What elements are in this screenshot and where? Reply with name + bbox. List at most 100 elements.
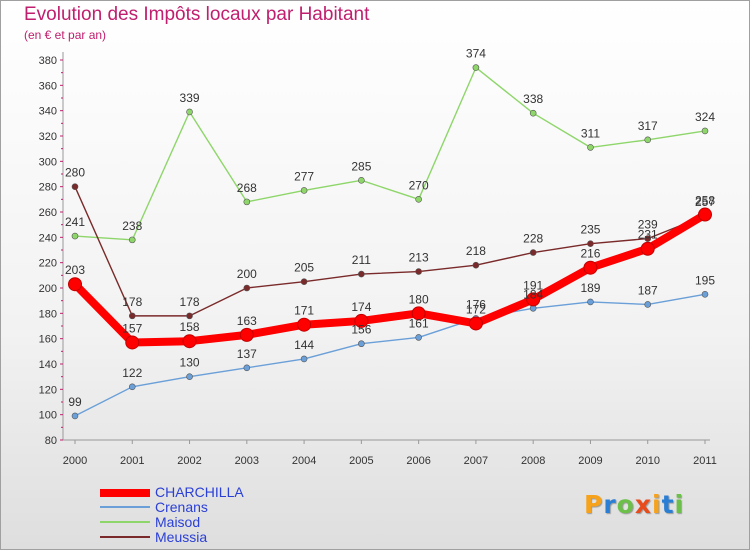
x-tick-label: 2009 <box>578 455 602 467</box>
series-line-maisod <box>74 66 706 241</box>
data-point-charchilla <box>526 292 541 307</box>
data-label-meussia: 235 <box>580 223 600 237</box>
logo-letter: t <box>661 490 675 519</box>
data-point-charchilla <box>640 241 655 256</box>
data-label-meussia: 213 <box>409 251 429 265</box>
data-label-crenans: 156 <box>351 323 371 337</box>
x-tick-label: 2006 <box>406 455 430 467</box>
data-point-crenans <box>358 340 365 348</box>
data-point-meussia <box>358 270 365 278</box>
data-label-crenans: 189 <box>580 281 600 295</box>
data-label-meussia: 218 <box>466 244 486 258</box>
data-label-meussia: 280 <box>65 166 85 180</box>
y-tick-label: 160 <box>39 334 57 346</box>
y-tick-label: 300 <box>39 156 57 168</box>
data-label-maisod: 374 <box>466 47 486 61</box>
y-tick-label: 120 <box>39 384 57 396</box>
data-point-meussia <box>186 312 193 320</box>
y-tick-label: 180 <box>39 308 57 320</box>
y-tick-label: 360 <box>39 80 57 92</box>
x-tick-label: 2004 <box>292 455 316 467</box>
y-tick-label: 140 <box>39 359 57 371</box>
data-label-charchilla: 191 <box>523 278 543 292</box>
data-label-meussia: 239 <box>638 218 658 232</box>
x-tick-label: 2001 <box>120 455 144 467</box>
legend-label-maisod: Maisod <box>155 514 201 530</box>
data-point-meussia <box>128 312 136 320</box>
x-tick-label: 2000 <box>63 455 87 467</box>
data-label-maisod: 339 <box>180 91 200 105</box>
x-tick-label: 2002 <box>177 455 201 467</box>
x-tick-label: 2010 <box>635 455 659 467</box>
series-line-meussia <box>74 185 706 317</box>
series-lines <box>68 64 712 420</box>
data-point-charchilla <box>354 313 369 328</box>
data-point-crenans <box>587 298 594 306</box>
chart-title: Evolution des Impôts locaux par Habitant <box>24 4 370 25</box>
data-point-maisod <box>644 136 652 144</box>
data-point-charchilla <box>468 316 483 331</box>
data-point-maisod <box>358 177 365 184</box>
data-label-charchilla: 258 <box>695 194 715 208</box>
logo-letter: P <box>584 490 604 519</box>
data-label-meussia: 211 <box>352 253 371 267</box>
data-point-crenans <box>243 364 251 372</box>
data-point-maisod <box>128 236 136 244</box>
data-point-maisod <box>186 108 193 116</box>
y-tick-label: 240 <box>39 232 57 244</box>
data-point-charchilla <box>125 335 140 350</box>
data-label-charchilla: 180 <box>409 292 429 306</box>
data-point-crenans <box>128 383 136 391</box>
legend-label-charchilla: CHARCHILLA <box>155 484 244 500</box>
data-label-maisod: 317 <box>638 119 658 133</box>
data-label-crenans: 161 <box>409 316 429 330</box>
data-label-charchilla: 171 <box>294 304 314 318</box>
data-point-maisod <box>300 187 308 194</box>
data-point-meussia <box>300 278 308 285</box>
data-point-maisod <box>243 198 251 206</box>
data-label-maisod: 241 <box>65 215 85 229</box>
y-tick-label: 280 <box>39 182 57 194</box>
data-label-maisod: 238 <box>122 219 142 233</box>
series-line-charchilla <box>71 210 709 347</box>
y-tick-label: 200 <box>39 283 57 295</box>
legend-swatch-maisod <box>100 521 150 523</box>
logo-letter: o <box>616 490 635 519</box>
data-point-crenans <box>701 291 709 298</box>
y-tick-label: 100 <box>39 410 57 422</box>
data-label-crenans: 130 <box>180 356 200 370</box>
legend-label-meussia: Meussia <box>155 529 208 545</box>
chart-subtitle: (en € et par an) <box>24 28 107 42</box>
data-point-charchilla <box>239 327 254 342</box>
y-tick-label: 340 <box>39 106 57 118</box>
data-point-crenans <box>71 412 79 420</box>
data-point-maisod <box>415 196 422 203</box>
data-point-meussia <box>243 284 251 292</box>
data-label-crenans: 144 <box>294 338 314 352</box>
data-label-maisod: 311 <box>581 126 600 140</box>
data-label-charchilla: 158 <box>180 320 200 334</box>
data-label-crenans: 99 <box>68 395 82 409</box>
y-tick-label: 260 <box>39 207 57 219</box>
x-tick-label: 2007 <box>464 455 488 467</box>
y-tick-label: 380 <box>39 55 57 67</box>
data-point-meussia <box>71 183 79 190</box>
data-label-meussia: 228 <box>523 232 543 246</box>
data-label-crenans: 184 <box>523 287 543 301</box>
data-point-meussia <box>529 249 537 256</box>
axes: 80 100 120 140 160 180 200 220 240 260 280 300 320 34… <box>39 52 717 467</box>
data-label-charchilla: 172 <box>466 302 486 316</box>
data-point-maisod <box>529 109 537 117</box>
data-label-meussia: 257 <box>695 195 715 209</box>
data-label-maisod: 338 <box>523 92 543 106</box>
y-tick-label: 320 <box>39 131 57 143</box>
series-line-crenans <box>74 293 706 417</box>
data-point-charchilla <box>698 207 712 222</box>
x-tick-label: 2005 <box>349 455 373 467</box>
y-tick-label: 220 <box>39 258 57 270</box>
data-label-crenans: 122 <box>122 366 142 380</box>
data-point-maisod <box>587 144 594 151</box>
logo-letter: i <box>652 490 662 519</box>
data-point-meussia <box>472 261 480 269</box>
